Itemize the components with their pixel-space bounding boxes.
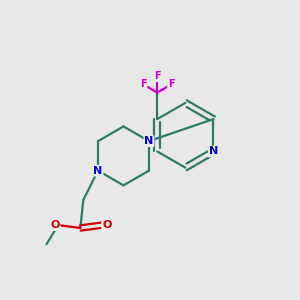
Text: F: F bbox=[168, 80, 175, 89]
Text: N: N bbox=[144, 136, 154, 146]
Text: O: O bbox=[102, 220, 112, 230]
Text: O: O bbox=[50, 220, 59, 230]
Text: F: F bbox=[154, 71, 160, 81]
Text: N: N bbox=[93, 166, 103, 176]
Text: N: N bbox=[209, 146, 218, 157]
Text: F: F bbox=[140, 80, 147, 89]
